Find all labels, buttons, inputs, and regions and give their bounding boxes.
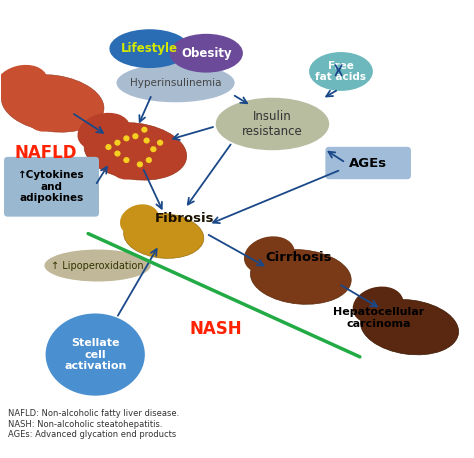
Ellipse shape bbox=[250, 250, 351, 304]
Text: Fibrosis: Fibrosis bbox=[155, 212, 214, 225]
Ellipse shape bbox=[0, 65, 48, 103]
Text: Stellate
cell
activation: Stellate cell activation bbox=[64, 338, 127, 371]
Circle shape bbox=[141, 127, 147, 133]
Ellipse shape bbox=[84, 123, 187, 180]
Circle shape bbox=[132, 133, 138, 139]
Text: ↑Cytokines
and
adipokines: ↑Cytokines and adipokines bbox=[18, 170, 85, 203]
Ellipse shape bbox=[77, 113, 130, 151]
Ellipse shape bbox=[140, 140, 184, 171]
Circle shape bbox=[114, 140, 120, 146]
Ellipse shape bbox=[308, 267, 348, 295]
Circle shape bbox=[123, 135, 129, 142]
Ellipse shape bbox=[45, 250, 151, 282]
Ellipse shape bbox=[117, 64, 235, 102]
Circle shape bbox=[146, 157, 152, 163]
Text: NASH: NASH bbox=[190, 320, 242, 338]
Ellipse shape bbox=[57, 92, 102, 124]
Text: NAFLD: NAFLD bbox=[15, 144, 77, 162]
Ellipse shape bbox=[30, 114, 57, 131]
Circle shape bbox=[137, 161, 143, 168]
Text: Insulin
resistance: Insulin resistance bbox=[242, 110, 303, 138]
Ellipse shape bbox=[170, 34, 243, 73]
FancyBboxPatch shape bbox=[4, 157, 99, 217]
Circle shape bbox=[144, 137, 150, 143]
Circle shape bbox=[123, 157, 129, 163]
Ellipse shape bbox=[353, 287, 403, 324]
Text: Obesity: Obesity bbox=[181, 47, 232, 60]
FancyBboxPatch shape bbox=[325, 147, 411, 179]
Ellipse shape bbox=[113, 162, 140, 180]
Ellipse shape bbox=[360, 300, 458, 355]
Text: Cirrhosis: Cirrhosis bbox=[265, 251, 332, 264]
Text: Hyperinsulinemia: Hyperinsulinemia bbox=[130, 78, 221, 88]
Circle shape bbox=[150, 146, 156, 152]
Ellipse shape bbox=[120, 204, 159, 236]
Ellipse shape bbox=[1, 75, 104, 132]
Ellipse shape bbox=[309, 52, 373, 91]
Circle shape bbox=[105, 144, 111, 150]
Text: Lifestyle: Lifestyle bbox=[121, 42, 178, 55]
Text: Hepatocellular
carcinoma: Hepatocellular carcinoma bbox=[333, 307, 424, 329]
Ellipse shape bbox=[124, 213, 204, 258]
Ellipse shape bbox=[244, 236, 295, 274]
Ellipse shape bbox=[415, 318, 453, 345]
Ellipse shape bbox=[46, 313, 145, 396]
Circle shape bbox=[157, 140, 163, 146]
Text: ↑ Lipoperoxidation: ↑ Lipoperoxidation bbox=[51, 261, 144, 271]
Text: NAFLD: Non-alcoholic fatty liver disease.
NASH: Non-alcoholic steatohepatitis.
A: NAFLD: Non-alcoholic fatty liver disease… bbox=[8, 409, 179, 439]
Ellipse shape bbox=[216, 98, 329, 150]
Text: Free
fat acids: Free fat acids bbox=[316, 60, 366, 82]
Text: AGEs: AGEs bbox=[349, 157, 387, 169]
Circle shape bbox=[114, 151, 120, 157]
Ellipse shape bbox=[109, 29, 190, 68]
